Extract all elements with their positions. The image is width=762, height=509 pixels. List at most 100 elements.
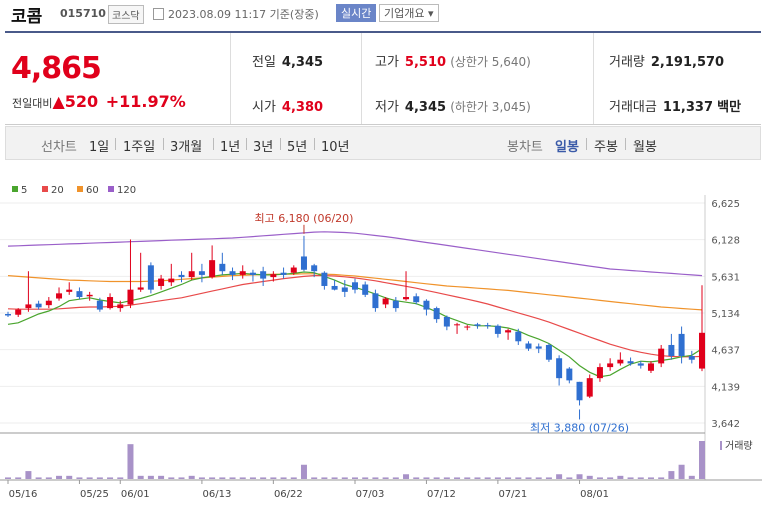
candle-body [35,303,42,308]
price-change: 전일대비▲520 +11.97% [12,92,186,111]
low-annotation: 최저 3,880 (07/26) [530,421,629,434]
candle-body [433,308,440,320]
candle-body [198,271,205,275]
tab-weekly[interactable]: 주봉 [594,140,618,155]
quote-summary: 4,865 전일대비▲520 +11.97% 전일 4,345 시가 4,380 고… [5,31,761,125]
candle-body [147,265,154,290]
stock-name: 코콤 [11,7,43,27]
candle-body [505,330,512,333]
line-chart-label: 선차트 [41,140,77,155]
tab-1w[interactable]: 1주일 [123,140,156,155]
stat-volume: 거래량 2,191,570 [609,55,725,70]
volume-bar [229,477,236,479]
document-icon[interactable] [153,8,164,20]
y-tick-label: 4,637 [711,346,740,357]
volume-bar [617,475,624,479]
stock-code: 015710 [60,7,106,20]
volume-bar [96,477,103,479]
volume-bar [392,477,399,479]
legend-swatch [12,186,18,192]
candle-body [637,363,644,366]
candle-body [25,304,32,309]
volume-bar [443,477,450,479]
y-tick-label: 5,631 [711,272,740,283]
chart-period-tabs: 선차트 1일 1주일 3개월 1년 3년 5년 10년 봉차트 일봉 주봉 월봉 [5,126,761,160]
candle-body [117,304,124,309]
volume-label: 거래량 [725,440,753,452]
stat-amount: 거래대금 11,337 백만 [609,100,742,115]
candle-body [403,297,410,300]
volume-bar [137,475,144,479]
volume-legend-swatch [720,441,722,450]
realtime-button[interactable]: 실시간 [336,4,377,22]
volume-bar [280,477,287,479]
volume-bar [290,477,297,479]
x-tick-label: 06/01 [121,489,150,500]
y-tick-label: 5,134 [711,309,740,320]
volume-bar [249,477,256,479]
tab-1y[interactable]: 1년 [220,140,241,155]
volume-bar [178,477,185,479]
tab-3m[interactable]: 3개월 [170,140,203,155]
candle-body [576,381,583,401]
volume-bar [556,474,563,479]
y-tick-label: 4,139 [711,382,740,393]
candle-body [229,271,236,275]
ma20-line [7,275,703,358]
candle-chart-label: 봉차트 [507,140,543,155]
volume-bar [25,471,32,479]
candle-body [556,358,563,379]
volume-bar [403,474,410,479]
candle-body [688,356,695,360]
volume-bar [86,477,93,479]
volume-bar [117,477,124,479]
volume-bar [525,477,532,479]
candle-body [178,274,185,278]
tab-daily[interactable]: 일봉 [555,140,579,155]
volume-bar [433,477,440,479]
y-tick-label: 6,625 [711,199,740,210]
tab-1d[interactable]: 1일 [89,140,110,155]
divider [593,33,594,124]
candle-body [209,260,216,278]
candle-body [382,298,389,305]
tab-5y[interactable]: 5년 [287,140,308,155]
candle-body [352,282,358,290]
volume-bar [699,441,705,479]
candle-body [127,289,134,305]
candle-body [300,256,307,270]
candle-body [188,271,195,278]
volume-bar [35,477,42,479]
candle-body [658,348,665,364]
divider [230,33,231,124]
volume-bar [464,477,471,479]
volume-bar [515,477,522,479]
volume-bar [209,477,216,479]
candle-body [515,331,522,342]
candle-body [158,278,165,286]
company-overview-dropdown[interactable]: 기업개요 ▾ [379,4,439,22]
tab-10y[interactable]: 10년 [321,140,350,155]
volume-bar [352,477,358,479]
candle-body [586,378,593,397]
volume-bar [219,477,226,479]
candle-body [341,287,348,292]
tab-monthly[interactable]: 월봉 [633,140,657,155]
candle-body [76,291,83,298]
volume-bar [311,477,318,479]
volume-bar [535,477,542,479]
legend-swatch [42,186,48,192]
legend-label: 5 [21,185,27,196]
volume-bar [270,477,277,479]
volume-bar [382,477,389,479]
tab-3y[interactable]: 3년 [253,140,274,155]
divider [361,33,362,124]
volume-bar [127,444,134,479]
candle-body [699,332,705,369]
volume-bar [637,477,644,479]
volume-bar [647,477,654,479]
current-price: 4,865 [11,51,102,86]
volume-bar [576,474,583,479]
candle-body [668,344,675,357]
volume-bar [158,475,165,479]
